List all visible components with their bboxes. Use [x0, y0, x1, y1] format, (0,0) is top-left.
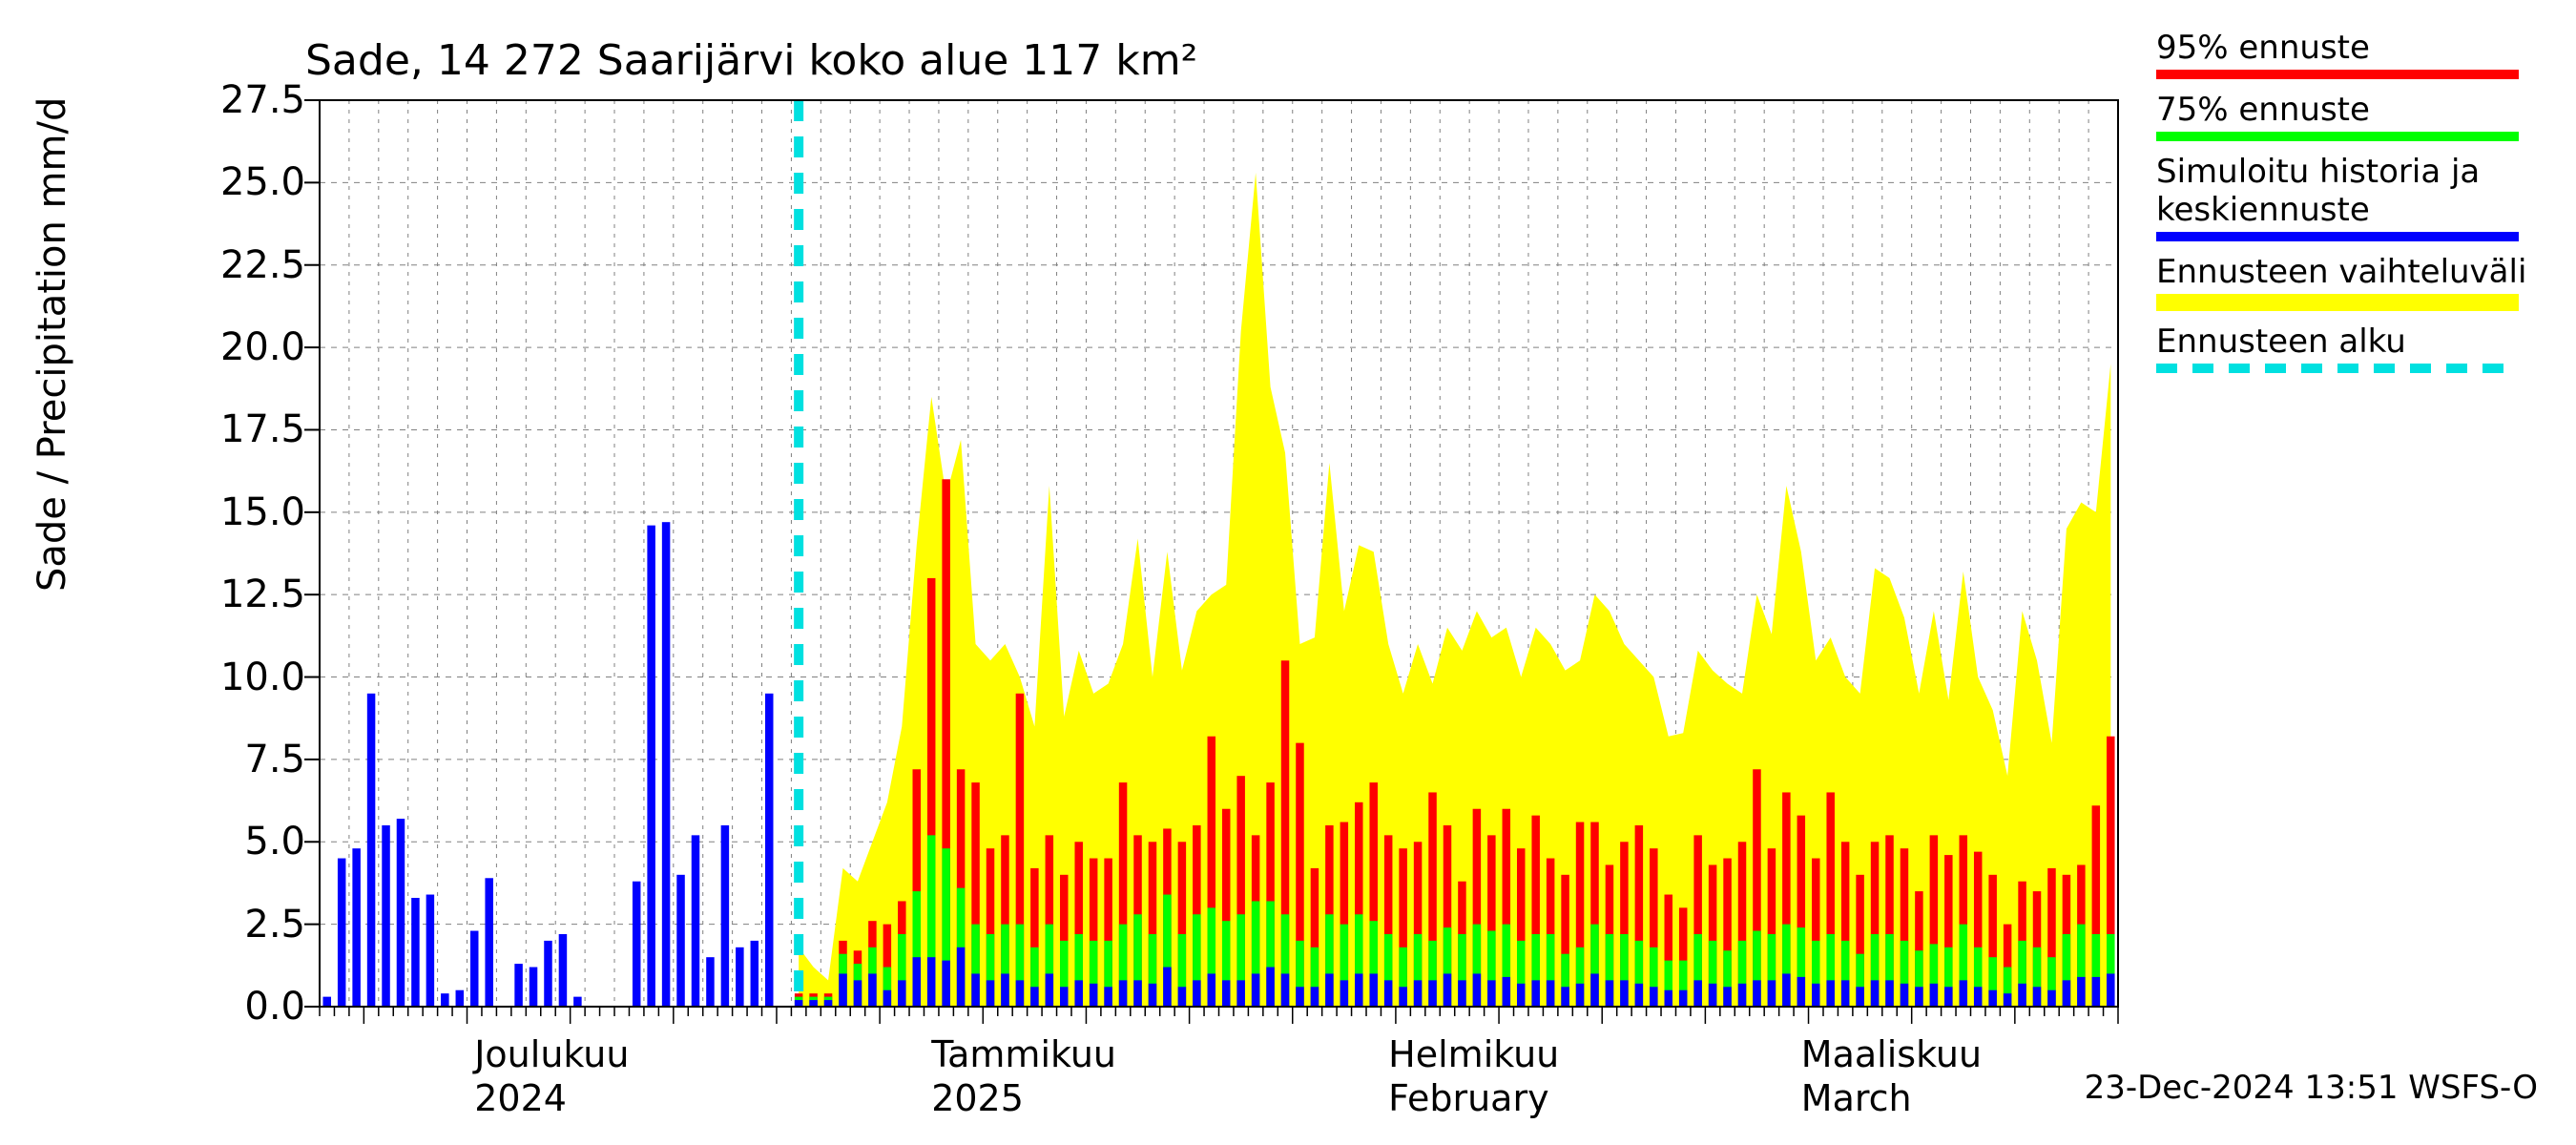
legend-label: Ennusteen alku: [2156, 323, 2538, 362]
legend-swatch: [2156, 132, 2519, 141]
legend: 95% ennuste 75% ennuste Simuloitu historia…: [2156, 29, 2538, 385]
legend-swatch: [2156, 364, 2519, 373]
y-tick-label: 0.0: [244, 985, 305, 1029]
y-tick-label: 27.5: [220, 78, 305, 122]
x-tick-label-sub: 2025: [931, 1077, 1024, 1119]
legend-entry: Ennusteen vaihteluväli: [2156, 253, 2538, 311]
legend-swatch: [2156, 232, 2519, 241]
x-tick-label: Maaliskuu: [1801, 1033, 1982, 1075]
legend-swatch: [2156, 70, 2519, 79]
x-tick-label-sub: March: [1801, 1077, 1912, 1119]
legend-label: 95% ennuste: [2156, 29, 2538, 68]
y-tick-label: 12.5: [220, 572, 305, 616]
y-tick-label: 17.5: [220, 407, 305, 451]
x-tick-label: Helmikuu: [1388, 1033, 1559, 1075]
timestamp-label: 23-Dec-2024 13:51 WSFS-O: [2085, 1069, 2538, 1107]
y-tick-label: 22.5: [220, 243, 305, 287]
legend-entry: Ennusteen alku: [2156, 323, 2538, 373]
legend-entry: 95% ennuste: [2156, 29, 2538, 79]
y-tick-label: 2.5: [244, 903, 305, 947]
legend-label: Simuloitu historia jakeskiennuste: [2156, 153, 2538, 231]
y-tick-label: 25.0: [220, 160, 305, 204]
legend-label: 75% ennuste: [2156, 91, 2538, 130]
x-tick-label: Joulukuu: [474, 1033, 629, 1075]
legend-swatch: [2156, 294, 2519, 311]
y-tick-label: 5.0: [244, 820, 305, 864]
x-tick-label-sub: February: [1388, 1077, 1548, 1119]
legend-label: Ennusteen vaihteluväli: [2156, 253, 2538, 292]
y-tick-label: 7.5: [244, 738, 305, 781]
y-tick-label: 20.0: [220, 325, 305, 369]
x-tick-label-sub: 2024: [474, 1077, 567, 1119]
x-tick-label: Tammikuu: [931, 1033, 1116, 1075]
precipitation-forecast-chart: Sade, 14 272 Saarijärvi koko alue 117 km…: [0, 0, 2576, 1145]
legend-entry: Simuloitu historia jakeskiennuste: [2156, 153, 2538, 242]
y-tick-label: 15.0: [220, 490, 305, 534]
y-tick-label: 10.0: [220, 656, 305, 699]
legend-entry: 75% ennuste: [2156, 91, 2538, 141]
